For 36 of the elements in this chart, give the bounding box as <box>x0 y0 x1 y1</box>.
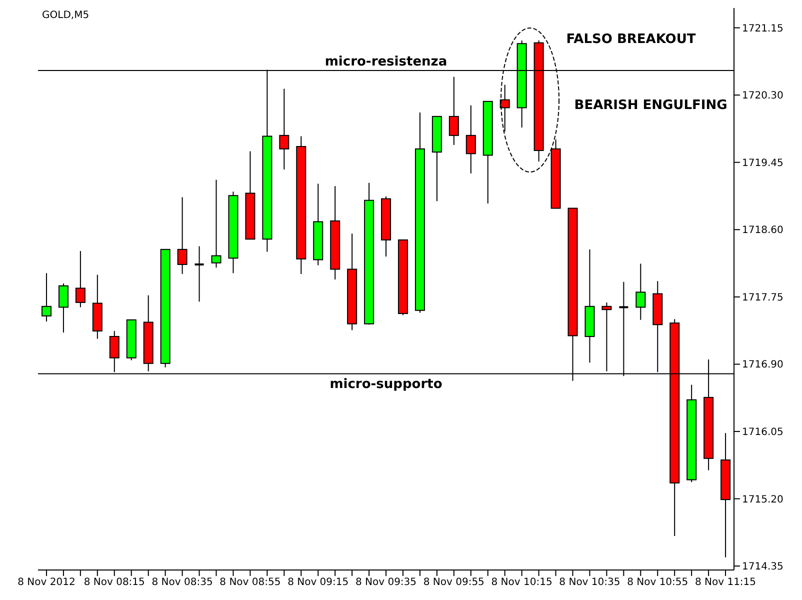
candlestick <box>279 88 290 170</box>
x-tick-label: 8 Nov 08:15 <box>84 577 145 588</box>
y-tick-label: 1718.60 <box>742 225 784 236</box>
x-tick-label: 8 Nov 11:15 <box>694 577 756 588</box>
candlestick <box>211 179 222 268</box>
x-tick-label: 8 Nov 09:35 <box>355 577 417 588</box>
chart-title: GOLD,M5 <box>42 10 90 21</box>
x-tick-label: 8 Nov 10:35 <box>559 577 620 588</box>
x-tick-label: 8 Nov 10:55 <box>627 577 688 588</box>
candlestick <box>194 246 205 302</box>
y-tick-label: 1721.15 <box>742 23 784 34</box>
x-tick-label: 8 Nov 10:15 <box>491 577 552 588</box>
annotation: BEARISH ENGULFING <box>574 98 728 113</box>
x-tick-label: 8 Nov 2012 <box>18 577 76 588</box>
ref-line-label: micro-resistenza <box>324 54 448 70</box>
y-tick-label: 1719.45 <box>742 158 784 169</box>
ref-line-label: micro-supporto <box>330 376 442 392</box>
y-tick-label: 1716.90 <box>742 360 784 371</box>
x-tick-label: 8 Nov 09:15 <box>288 577 349 588</box>
y-tick-label: 1714.35 <box>742 562 784 573</box>
y-tick-label: 1720.30 <box>742 90 784 102</box>
candlestick <box>58 282 68 334</box>
x-tick-label: 8 Nov 08:35 <box>152 577 213 588</box>
candlestick <box>42 272 52 322</box>
candlestick <box>500 84 510 132</box>
candlestick <box>448 76 459 146</box>
y-tick-label: 1715.20 <box>742 494 784 506</box>
candlestick <box>466 104 476 174</box>
annotation: FALSO BREAKOUT <box>566 32 696 47</box>
y-tick-label: 1717.75 <box>742 292 784 304</box>
candlestick <box>75 250 86 308</box>
x-tick-label: 8 Nov 08:55 <box>220 577 281 588</box>
y-tick-label: 1716.05 <box>742 427 784 438</box>
candlestick <box>636 263 646 320</box>
candlestick <box>177 196 188 274</box>
x-tick-label: 8 Nov 09:55 <box>423 577 484 588</box>
